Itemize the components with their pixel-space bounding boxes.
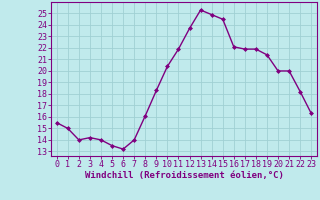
X-axis label: Windchill (Refroidissement éolien,°C): Windchill (Refroidissement éolien,°C) <box>84 171 284 180</box>
